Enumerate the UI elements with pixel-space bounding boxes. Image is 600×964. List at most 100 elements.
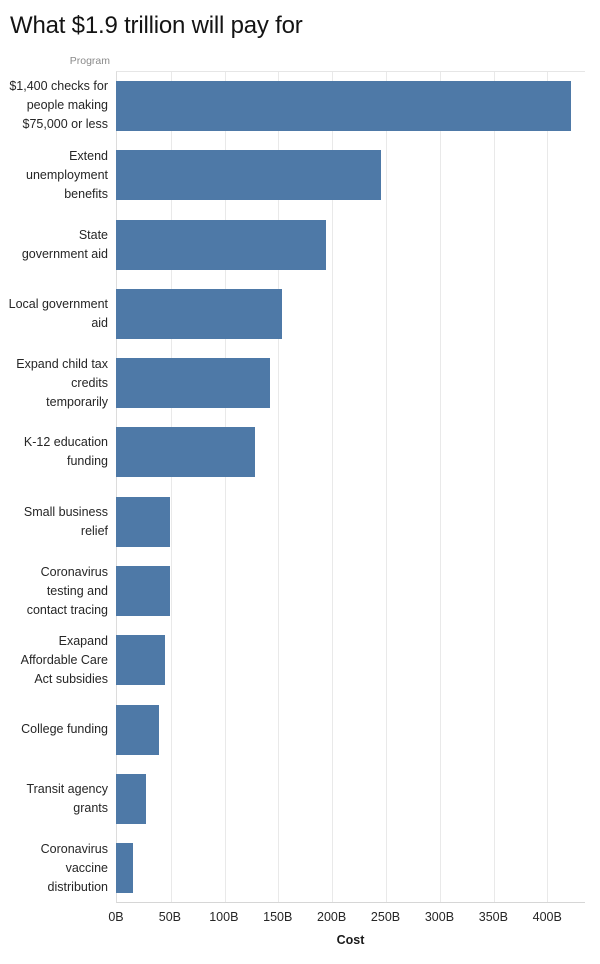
row-label-line: Transit agency	[26, 782, 108, 797]
row-label-line: people making	[26, 98, 108, 113]
row-label-line: Coronavirus	[40, 841, 108, 856]
row-label: Local government aid	[0, 295, 116, 333]
bar-track	[116, 496, 585, 547]
x-tick-label: 50B	[158, 910, 182, 925]
bar-track	[116, 358, 585, 409]
row-label-line: government aid	[21, 246, 108, 261]
row-label-line: relief	[80, 523, 108, 538]
row-label-line: benefits	[64, 186, 108, 201]
chart-row: Expand child tax credits temporarily	[0, 349, 600, 418]
row-label-line: Act subsidies	[34, 671, 108, 686]
chart-row: Coronavirus vaccine distribution	[0, 834, 600, 903]
row-label-line: contact tracing	[26, 602, 108, 617]
bar-track	[116, 774, 585, 825]
bar-track	[116, 150, 585, 201]
gridline	[439, 72, 441, 903]
bar-track	[116, 566, 585, 617]
x-tick-label: 350B	[478, 910, 508, 925]
chart-row: Coronavirus testing and contact tracing	[0, 556, 600, 625]
row-label-line: temporarily	[46, 394, 108, 409]
row-label: Coronavirus vaccine distribution	[0, 840, 116, 897]
bar-track	[116, 288, 585, 339]
row-label-line: Affordable Care	[20, 652, 108, 667]
bar[interactable]	[116, 843, 134, 894]
row-axis-label: Program	[69, 55, 110, 68]
row-label: $1,400 checks for people making $75,000 or…	[0, 77, 116, 134]
chart-row: K-12 education funding	[0, 418, 600, 487]
row-label-line: $75,000 or less	[22, 117, 108, 132]
chart-title: What $1.9 trillion will pay for	[10, 12, 303, 39]
row-label: Extend unemployment benefits	[0, 147, 116, 204]
bar[interactable]	[116, 566, 170, 617]
gridline	[385, 72, 387, 903]
row-label-line: testing and	[46, 583, 108, 598]
bar[interactable]	[116, 150, 382, 201]
chart-row: State government aid	[0, 210, 600, 279]
row-label-line: Expand child tax	[16, 356, 108, 371]
row-label: Transit agency grants	[0, 780, 116, 818]
x-tick-label: 100B	[209, 910, 239, 925]
row-label-line: Local government	[8, 296, 108, 311]
bar[interactable]	[116, 496, 170, 547]
gridline	[278, 72, 280, 903]
row-label: Expand child tax credits temporarily	[0, 355, 116, 412]
row-label-line: State	[78, 227, 108, 242]
bar[interactable]	[116, 427, 256, 478]
row-label-line: Small business	[23, 504, 108, 519]
bar[interactable]	[116, 80, 571, 131]
bar[interactable]	[116, 358, 271, 409]
row-label-line: vaccine	[65, 860, 108, 875]
row-label-line: Coronavirus	[40, 564, 108, 579]
row-label-line: funding	[66, 454, 108, 469]
chart-row: Exapand Affordable Care Act subsidies	[0, 626, 600, 695]
gridline	[224, 72, 226, 903]
bar-track	[116, 635, 585, 686]
bar-track	[116, 219, 585, 270]
bar[interactable]	[116, 219, 327, 270]
gridline	[332, 72, 334, 903]
bar-track	[116, 427, 585, 478]
gridline	[170, 72, 172, 903]
chart-row: College funding	[0, 695, 600, 764]
bar[interactable]	[116, 704, 160, 755]
gridline	[493, 72, 495, 903]
row-label-line: Extend	[69, 148, 108, 163]
row-label-line: grants	[73, 801, 108, 816]
row-label-line: credits	[71, 375, 108, 390]
x-tick-label: 0B	[108, 910, 124, 925]
row-label-line: unemployment	[26, 167, 108, 182]
bar[interactable]	[116, 774, 147, 825]
x-tick-label: 200B	[317, 910, 347, 925]
bar[interactable]	[116, 635, 165, 686]
row-label: Coronavirus testing and contact tracing	[0, 563, 116, 620]
x-axis-label: Cost	[336, 933, 365, 948]
x-tick-label: 250B	[370, 910, 401, 925]
row-label-line: distribution	[47, 879, 108, 894]
bar-track	[116, 843, 585, 894]
bar-chart: $1,400 checks for people making $75,000 or…	[0, 71, 600, 904]
row-label-line: College funding	[21, 722, 108, 737]
row-label: Small business relief	[0, 503, 116, 541]
row-label: State government aid	[0, 226, 116, 264]
chart-row: Local government aid	[0, 279, 600, 348]
gridline	[547, 72, 549, 903]
chart-row: $1,400 checks for people making $75,000 or…	[0, 71, 600, 140]
x-tick-label: 150B	[263, 910, 293, 925]
row-label: K-12 education funding	[0, 433, 116, 471]
row-label-line: aid	[91, 315, 108, 330]
bar-track	[116, 704, 585, 755]
row-label-line: K-12 education	[23, 435, 108, 450]
bar[interactable]	[116, 288, 283, 339]
bar-track	[116, 80, 585, 131]
grid-layer	[116, 71, 585, 904]
row-label-line: Exapand	[58, 633, 108, 648]
x-tick-label: 400B	[532, 910, 562, 925]
row-label: College funding	[0, 720, 116, 739]
row-label-line: $1,400 checks for	[9, 79, 108, 94]
x-tick-label: 300B	[424, 910, 455, 925]
chart-row: Small business relief	[0, 487, 600, 556]
chart-row: Transit agency grants	[0, 764, 600, 833]
x-axis: 0B 50B 100B 150B 200B 250B 300B 350B 400B	[108, 903, 585, 929]
chart-rows: $1,400 checks for people making $75,000 or…	[0, 71, 600, 903]
